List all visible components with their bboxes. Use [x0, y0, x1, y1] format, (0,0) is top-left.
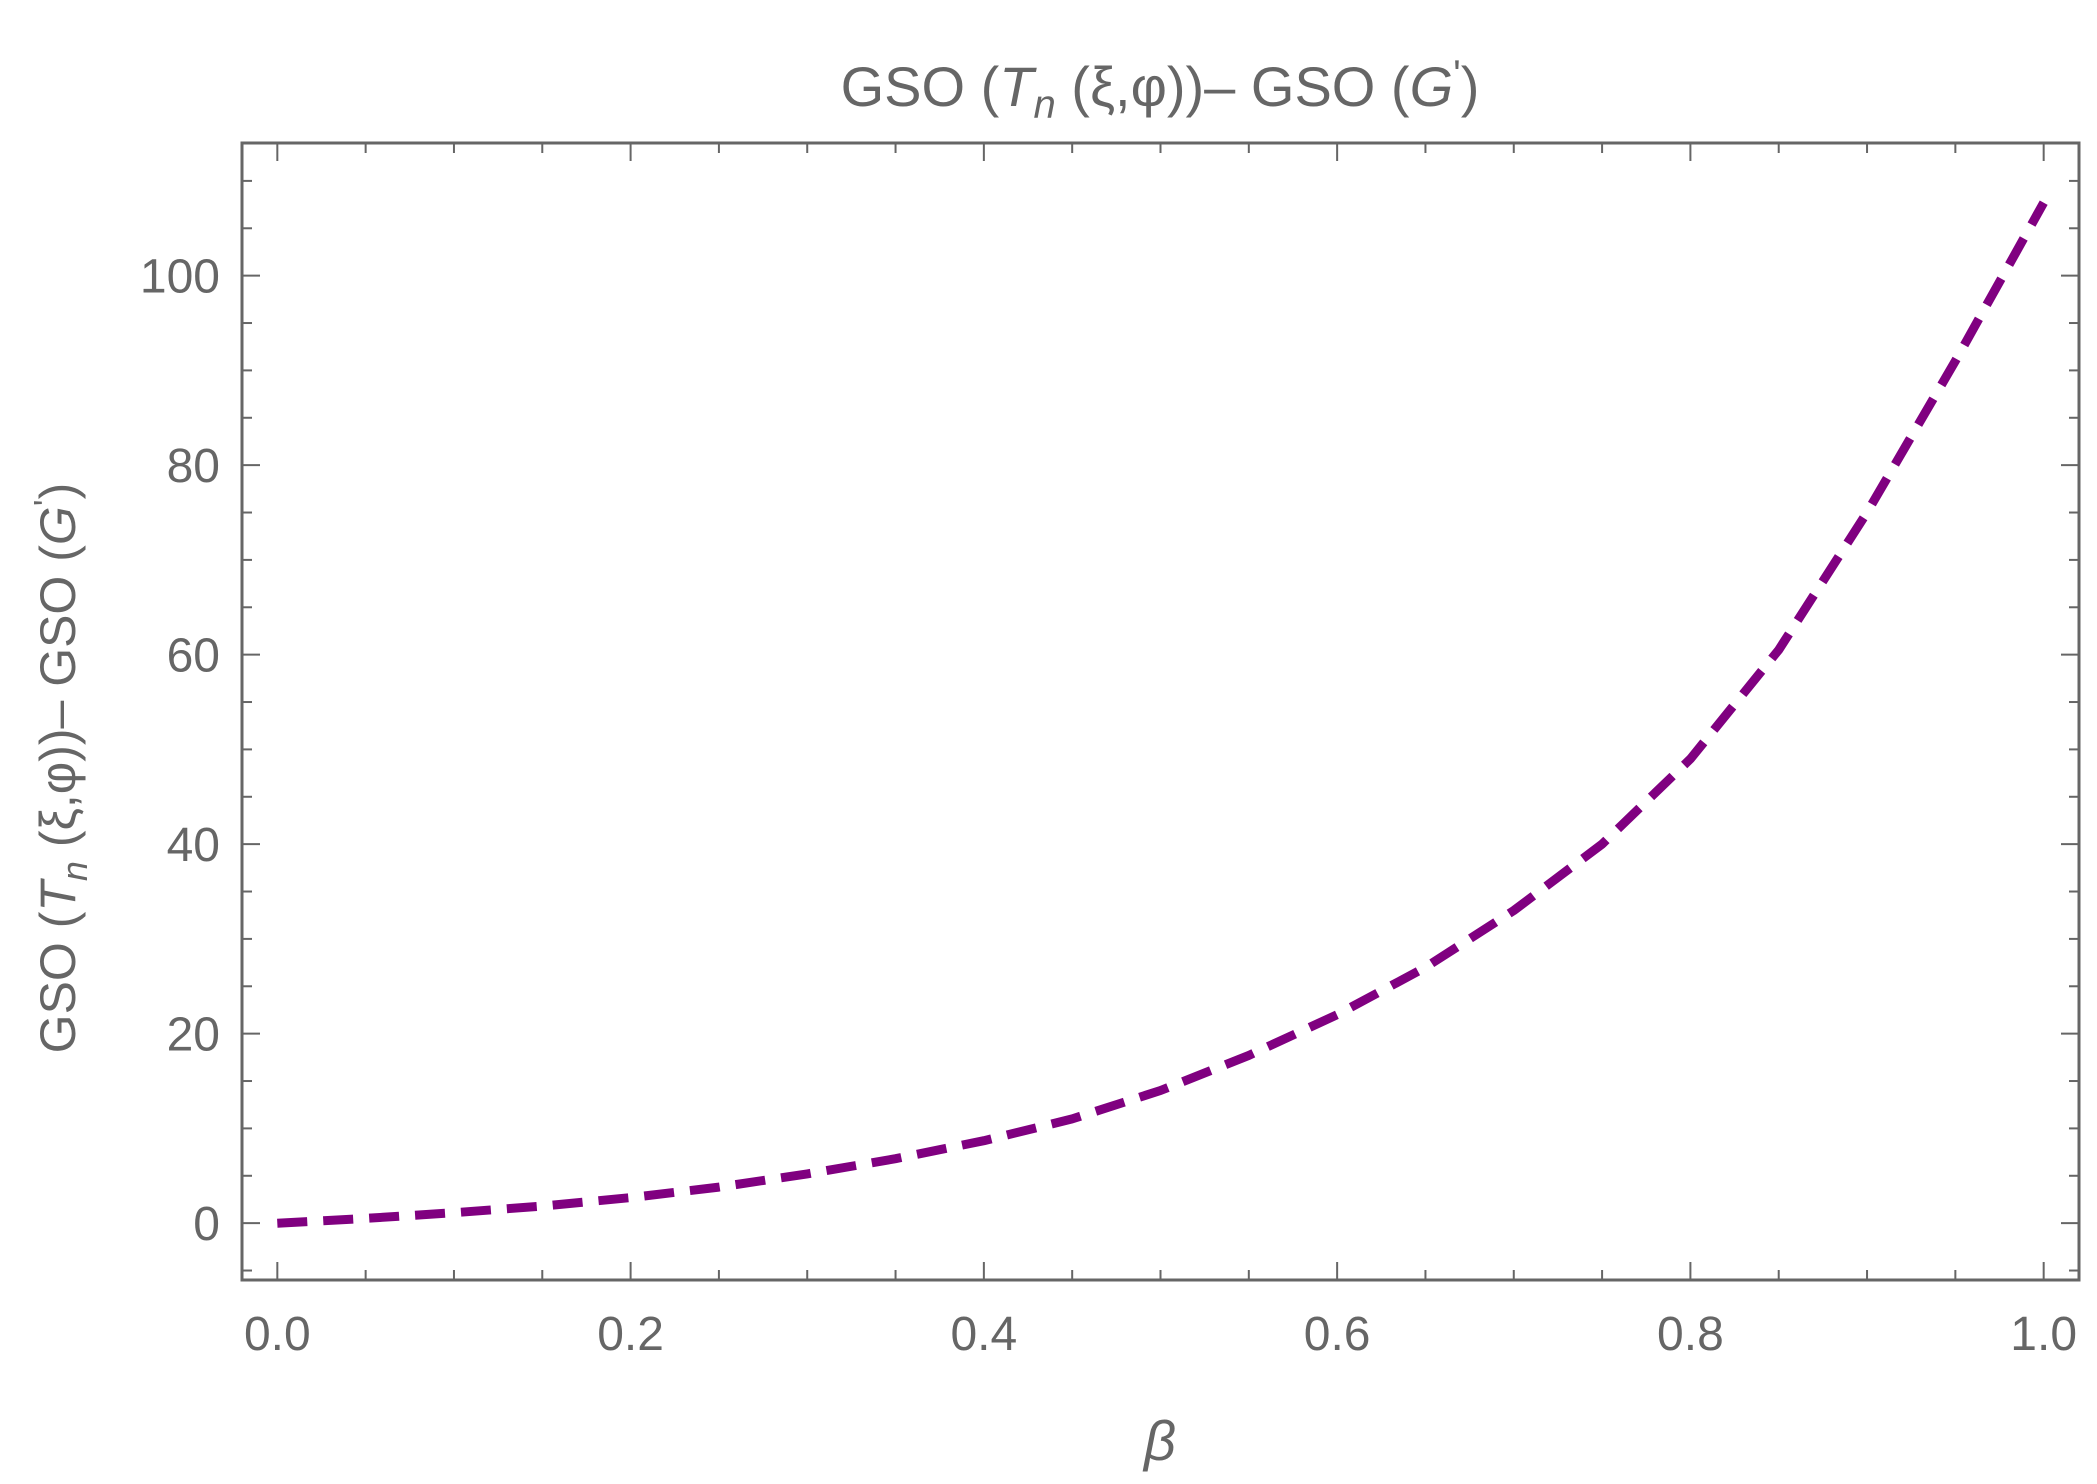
chart-title: GSO (Tn (ξ,φ))– GSO (G'): [841, 53, 1480, 127]
chart-title-close: ): [1461, 55, 1480, 118]
y-axis-label: GSO (Tn (ξ,φ))– GSO (G'): [26, 483, 95, 1054]
y-axis-label-close: ): [30, 483, 86, 500]
y-tick-label: 100: [140, 251, 220, 304]
axis-ticks: [242, 143, 2079, 1280]
y-tick-label: 20: [167, 1009, 220, 1062]
plot-frame: [240, 141, 2081, 1282]
x-tick-label: 0.0: [244, 1308, 311, 1361]
y-axis-label-n: n: [54, 861, 95, 881]
y-axis-label-prime: ': [26, 499, 67, 506]
x-axis-label: β: [1142, 1409, 1176, 1472]
x-tick-label: 0.8: [1657, 1308, 1724, 1361]
chart-title-args: (ξ,φ))– GSO (: [1056, 55, 1410, 118]
axis-tick-labels: 0.0 0.2 0.4 0.6 0.8 1.0 0 20 40 60 80 100: [140, 251, 2077, 1361]
chart-title-prefix: GSO (: [841, 55, 1000, 118]
y-axis-label-t: T: [30, 878, 86, 912]
y-axis-label-args: (ξ,φ))– GSO (: [30, 545, 86, 861]
chart-title-t: T: [999, 55, 1037, 118]
chart-title-prime: ': [1453, 53, 1461, 97]
x-tick-label: 0.4: [950, 1308, 1017, 1361]
series-line: [277, 200, 2048, 1228]
y-tick-label: 40: [167, 819, 220, 872]
x-tick-label: 0.6: [1304, 1308, 1371, 1361]
x-tick-label: 1.0: [2010, 1308, 2077, 1361]
y-axis-label-g: G: [30, 506, 86, 545]
y-tick-label: 60: [167, 630, 220, 683]
series-layer: [277, 200, 2048, 1228]
chart-title-g: G: [1410, 55, 1454, 118]
y-tick-label: 80: [167, 440, 220, 493]
chart-title-n: n: [1033, 83, 1055, 127]
y-tick-label: 0: [193, 1198, 220, 1251]
x-tick-label: 0.2: [597, 1308, 664, 1361]
y-axis-label-prefix: GSO (: [30, 911, 86, 1053]
